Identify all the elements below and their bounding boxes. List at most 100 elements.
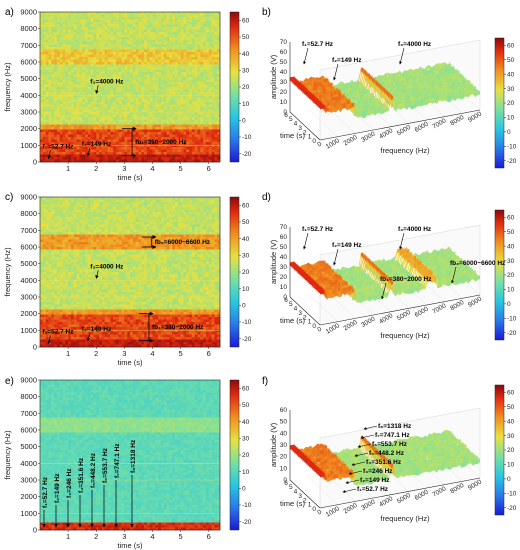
heat-cell [138,57,142,60]
heat-cell [183,62,187,65]
heat-cell [85,27,89,30]
heat-cell [191,22,195,25]
heat-cell [214,27,218,30]
heat-cell [65,82,69,85]
heat-cell [51,114,55,118]
heat-cell [183,147,187,150]
heat-cell [132,29,136,33]
heat-cell [144,52,148,55]
heat-cell [203,42,207,45]
heat-cell [194,67,198,70]
heat-cell [194,22,198,25]
heat-cell [51,59,55,63]
heat-cell [175,112,179,115]
heat-cell [82,159,86,163]
heat-cell [82,112,86,115]
heat-cell [99,92,103,95]
y-tick-label: 5000 [20,74,37,83]
heat-cell [172,74,176,78]
heat-cell [149,137,153,140]
heat-cell [127,84,131,88]
heat-cell [191,149,195,153]
heat-cell [79,14,83,18]
colorbar-tick-label: 30 [242,68,250,75]
heat-cell [124,19,128,23]
heat-cell [110,74,114,78]
heat-cell [132,54,136,58]
heat-cell [76,64,80,68]
heat-cell [40,99,44,103]
heat-cell [115,147,120,150]
heat-cell [85,14,89,18]
heat-cell [175,64,179,68]
heat-cell [146,39,150,43]
heat-cell [48,104,52,108]
heat-cell [40,49,44,53]
heat-cell [90,77,94,80]
heat-cell [113,139,117,143]
heat-cell [42,97,46,100]
heat-cell [191,99,195,103]
heat-cell [180,144,184,148]
heat-cell [115,97,120,100]
heat-cell [135,129,139,133]
heat-cell [203,79,207,83]
heat-cell [186,77,190,80]
heat-cell [82,27,86,30]
heat-cell [138,137,142,140]
heat-cell [121,72,125,75]
heat-cell [169,97,173,100]
heat-cell [135,19,139,23]
heat-cell [141,94,145,98]
heat-cell [113,47,117,50]
heat-cell [51,124,55,128]
heat-cell [70,144,75,148]
heat-cell [138,64,142,68]
heat-cell [149,89,153,93]
heat-cell [56,154,60,158]
heat-cell [90,47,94,50]
heat-cell [130,149,134,153]
heat-cell [56,124,60,128]
heat-cell [217,119,221,123]
heat-cell [110,72,114,75]
heat-cell [56,144,60,148]
heat-cell [197,42,201,45]
heat-cell [62,17,66,20]
heat-cell [62,67,66,70]
heat-cell [189,64,193,68]
heat-cell [194,109,198,113]
heat-cell [51,77,55,80]
heat-cell [110,114,114,118]
heat-cell [68,39,72,43]
colorbar-tick-label: 50 [507,57,515,64]
heat-cell [186,124,190,128]
heat-cell [90,137,94,140]
heat-cell [197,159,201,163]
heat-cell [166,14,170,18]
heat-cell [118,74,122,78]
heat-cell [85,87,89,90]
heat-cell [155,72,159,75]
heat-cell [211,129,215,133]
heat-cell [104,122,108,125]
heat-cell [149,99,153,103]
heat-cell [127,114,131,118]
heat-cell [175,119,179,123]
heat-cell [132,69,136,73]
heat-cell [68,27,72,30]
heat-cell [99,87,103,90]
heat-cell [65,92,69,95]
heat-cell [194,29,198,33]
heat-cell [110,49,114,53]
heat-cell [65,122,69,125]
heat-cell [101,22,105,25]
heat-cell [82,22,86,25]
heat-cell [101,62,105,65]
heat-cell [200,87,204,90]
heat-cell [152,37,156,40]
heat-cell [99,124,103,128]
heat-cell [85,37,89,40]
heat-cell [54,34,58,38]
heat-cell [40,29,44,33]
